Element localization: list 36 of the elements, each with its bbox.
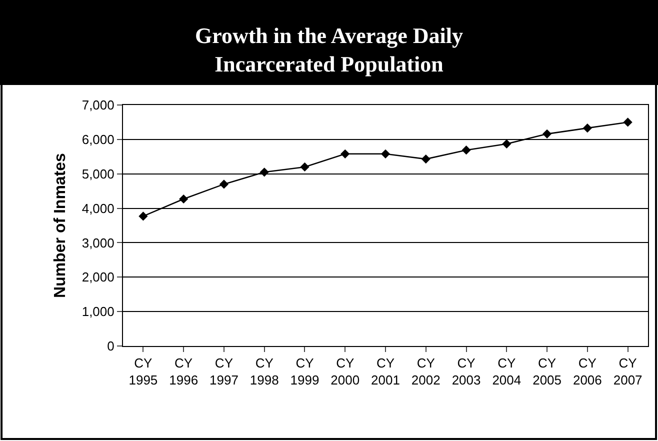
y-tick-label: 3,000	[82, 235, 114, 250]
point	[219, 180, 229, 189]
x-tick-label: CY 2001	[371, 356, 400, 388]
point	[421, 154, 430, 164]
x-tick-label: CY 2006	[572, 356, 602, 388]
y-axis-title: Number of Inmates	[52, 152, 69, 298]
x-tick-label: CY 2002	[411, 356, 440, 388]
point	[380, 149, 390, 158]
x-tick-label: CY 2005	[532, 356, 562, 388]
y-tick-label: 4,000	[82, 200, 114, 216]
point	[340, 149, 350, 158]
y-tick-label: 5,000	[82, 166, 114, 182]
point	[542, 129, 552, 138]
x-tick-label: CY 1998	[250, 356, 279, 388]
y-tick-label: 6,000	[82, 132, 114, 147]
point	[138, 212, 148, 221]
point	[582, 124, 592, 133]
y-tick-label: 2,000	[82, 270, 114, 285]
point	[300, 162, 310, 172]
y-tick-label: 1,000	[82, 304, 114, 320]
y-tick-label: 0	[107, 338, 114, 354]
point	[260, 168, 269, 177]
point	[502, 139, 512, 148]
x-tick-label: CY 2003	[452, 356, 481, 388]
x-tick-label: CY 2000	[330, 356, 360, 388]
x-tick-label: CY 2004	[492, 356, 522, 388]
point	[462, 146, 471, 155]
x-tick-label: CY 1995	[128, 356, 158, 388]
point	[623, 118, 632, 127]
x-tick-label: CY 1996	[169, 356, 198, 388]
x-tick-label: CY 2007	[613, 356, 642, 388]
x-tick-label: CY 1997	[210, 356, 238, 388]
point	[179, 194, 188, 204]
chart-title: Growth in the Average Daily Incarcerated Population	[194, 23, 464, 77]
x-tick-label: CY 1999	[290, 356, 320, 388]
y-tick-label: 7,000	[82, 98, 114, 113]
